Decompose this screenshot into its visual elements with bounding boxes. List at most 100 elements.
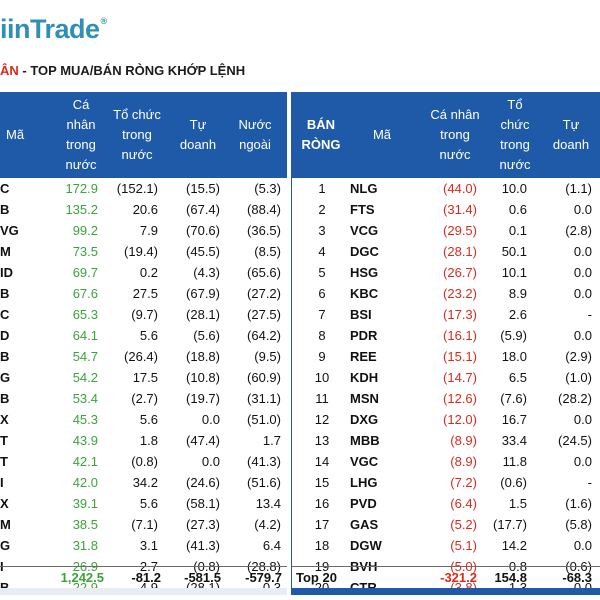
ticker-cell: PVD [350, 496, 377, 511]
ticker-cell: X [0, 412, 9, 427]
table-row: B 135.2 20.6 (67.4) (88.4) [0, 199, 287, 220]
footer-band [0, 588, 287, 595]
table-row: C 65.3 (9.7) (28.1) (27.5) [0, 304, 287, 325]
table-row: T 42.1 (0.8) 0.0 (41.3) [0, 451, 287, 472]
proprietary-cell: 0.0 [573, 286, 592, 301]
individual-cell: 67.6 [72, 286, 98, 301]
individual-cell: 42.1 [72, 454, 98, 469]
brand-logo-text: iinTrade [0, 14, 100, 44]
rank-cell: 10 [314, 370, 330, 385]
ticker-cell: ID [0, 265, 13, 280]
individual-cell: (7.2) [450, 475, 477, 490]
rank-cell: 15 [314, 475, 330, 490]
table-row: 18 DGW (5.1) 14.2 0.0 [292, 535, 600, 556]
institution-cell: (9.7) [131, 307, 158, 322]
total-foreign: -579.7 [245, 570, 282, 585]
individual-cell: 39.1 [72, 496, 98, 511]
table-row: B 53.4 (2.7) (19.7) (31.1) [0, 388, 287, 409]
header-proprietary: Tự doanh [179, 117, 217, 152]
foreign-cell: (60.9) [247, 370, 281, 385]
net-buy-total-row: 1,242.5 -81.2 -581.5 -579.7 [0, 566, 287, 589]
ticker-cell: GAS [350, 517, 379, 532]
footer-band [292, 588, 600, 595]
table-row: 15 LHG (7.2) (0.6) - [292, 472, 600, 493]
proprietary-cell: (45.5) [186, 244, 220, 259]
ticker-cell: REE [350, 349, 377, 364]
institution-cell: 10.0 [501, 181, 527, 196]
table-row: 16 PVD (6.4) 1.5 (1.6) [292, 493, 600, 514]
header-proprietary: Tự doanh [552, 117, 590, 152]
ticker-cell: X [0, 496, 9, 511]
institution-cell: 27.5 [132, 286, 158, 301]
proprietary-cell: (15.5) [186, 181, 220, 196]
institution-cell: 0.1 [508, 223, 527, 238]
institution-cell: 8.9 [508, 286, 527, 301]
header-ticker: Mã [372, 127, 392, 142]
ticker-cell: VCG [350, 223, 379, 238]
institution-cell: (7.6) [500, 391, 527, 406]
proprietary-cell: 0.0 [573, 412, 592, 427]
rank-cell: 7 [318, 307, 326, 322]
ticker-cell: M [0, 244, 11, 259]
total-individual: 1,242.5 [60, 570, 104, 585]
ticker-cell: G [0, 370, 11, 385]
individual-cell: (12.6) [443, 391, 477, 406]
institution-cell: 20.6 [132, 202, 158, 217]
total-institution: -81.2 [131, 570, 161, 585]
individual-cell: 172.9 [65, 181, 98, 196]
foreign-cell: (27.5) [247, 307, 281, 322]
header-individual: Cá nhân trong nước [65, 97, 97, 172]
rank-cell: 16 [314, 496, 330, 511]
table-row: 8 PDR (16.1) (5.9) 0.0 [292, 325, 600, 346]
rank-cell: 14 [314, 454, 330, 469]
individual-cell: (8.9) [450, 433, 477, 448]
ticker-cell: T [0, 454, 8, 469]
proprietary-cell: (47.4) [186, 433, 220, 448]
individual-cell: 54.2 [72, 370, 98, 385]
table-row: ID 69.7 0.2 (4.3) (65.6) [0, 262, 287, 283]
institution-cell: 6.5 [508, 370, 527, 385]
institution-cell: (5.9) [500, 328, 527, 343]
rank-cell: 12 [314, 412, 330, 427]
table-row: 13 MBB (8.9) 33.4 (24.5) [292, 430, 600, 451]
table-row: 1 NLG (44.0) 10.0 (1.1) [292, 178, 600, 199]
institution-cell: (152.1) [116, 181, 158, 196]
ticker-cell: NLG [350, 181, 378, 196]
ticker-cell: C [0, 307, 10, 322]
institution-cell: 18.0 [501, 349, 527, 364]
foreign-cell: (5.3) [254, 181, 281, 196]
rank-cell: 9 [318, 349, 326, 364]
rank-cell: 6 [318, 286, 326, 301]
foreign-cell: (51.0) [247, 412, 281, 427]
table-row: C 172.9 (152.1) (15.5) (5.3) [0, 178, 287, 199]
proprietary-cell: (10.8) [186, 370, 220, 385]
individual-cell: (23.2) [443, 286, 477, 301]
ticker-cell: I [0, 475, 4, 490]
proprietary-cell: 0.0 [573, 265, 592, 280]
foreign-cell: (4.2) [254, 517, 281, 532]
rank-cell: 3 [318, 223, 326, 238]
ticker-cell: C [0, 181, 10, 196]
ticker-cell: FTS [350, 202, 375, 217]
ticker-cell: PDR [350, 328, 378, 343]
ticker-cell: T [0, 433, 8, 448]
total-label: Top 20 [296, 570, 337, 585]
table-row: M 73.5 (19.4) (45.5) (8.5) [0, 241, 287, 262]
header-institution: Tổ chức trong nước [113, 107, 161, 162]
institution-cell: (26.4) [124, 349, 158, 364]
individual-cell: (28.1) [443, 244, 477, 259]
ticker-cell: KBC [350, 286, 379, 301]
ticker-cell: MSN [350, 391, 379, 406]
individual-cell: (17.3) [443, 307, 477, 322]
individual-cell: (6.4) [450, 496, 477, 511]
rank-cell: 1 [318, 181, 326, 196]
proprietary-cell: (4.3) [193, 265, 220, 280]
foreign-cell: (65.6) [247, 265, 281, 280]
proprietary-cell: (1.6) [565, 496, 592, 511]
proprietary-cell: 0.0 [573, 538, 592, 553]
proprietary-cell: (67.9) [186, 286, 220, 301]
institution-cell: 11.8 [502, 454, 527, 469]
subtitle-text: - TOP MUA/BÁN RÒNG KHỚP LỆNH [18, 63, 246, 78]
table-row: 5 HSG (26.7) 10.1 0.0 [292, 262, 600, 283]
institution-cell: 33.4 [501, 433, 527, 448]
